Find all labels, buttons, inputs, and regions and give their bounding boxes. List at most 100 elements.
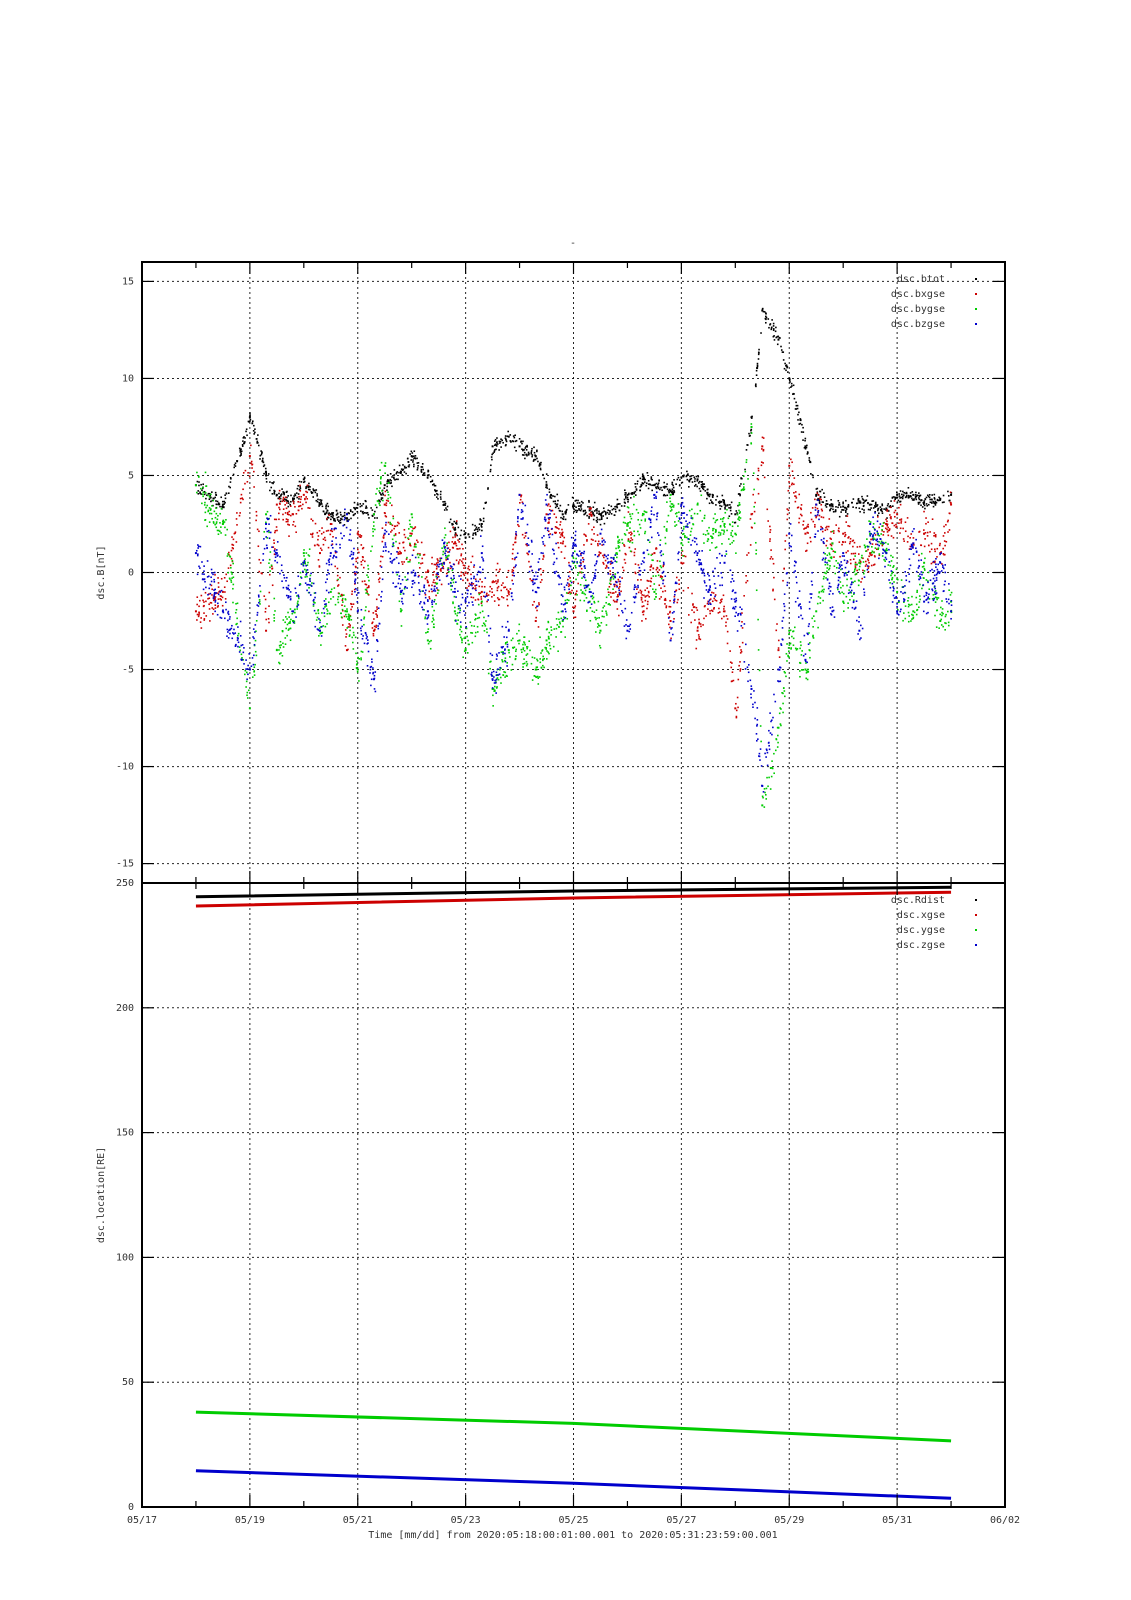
data-point — [929, 498, 931, 501]
data-point — [719, 525, 722, 527]
data-point — [709, 612, 711, 615]
data-point — [445, 554, 447, 557]
data-point — [485, 501, 487, 504]
data-point — [887, 564, 890, 566]
data-point — [592, 579, 595, 581]
data-point — [428, 640, 431, 643]
data-point — [820, 498, 822, 501]
data-point — [722, 594, 725, 597]
data-point — [617, 503, 620, 505]
data-point — [614, 583, 616, 586]
data-point — [688, 479, 691, 482]
data-point — [920, 544, 922, 546]
data-point — [563, 536, 566, 539]
data-point — [357, 591, 360, 594]
data-point — [228, 629, 230, 632]
data-point — [413, 450, 416, 453]
data-point — [365, 507, 368, 509]
data-point — [737, 525, 739, 527]
data-point — [305, 501, 307, 504]
data-point — [607, 561, 610, 563]
data-point — [686, 525, 689, 527]
data-point — [814, 536, 817, 538]
data-point — [743, 488, 746, 491]
data-point — [863, 511, 865, 514]
data-point — [447, 555, 449, 557]
data-point — [397, 553, 400, 555]
data-point — [936, 568, 939, 571]
data-point — [374, 628, 376, 631]
data-point — [543, 477, 546, 480]
data-point — [479, 519, 482, 522]
data-point — [425, 589, 427, 592]
data-point — [714, 547, 717, 549]
data-point — [492, 670, 495, 673]
data-point — [762, 437, 765, 439]
data-point — [671, 503, 674, 505]
data-point — [819, 597, 822, 599]
data-point — [208, 492, 211, 495]
data-point — [219, 522, 221, 524]
data-point — [947, 519, 949, 522]
data-point — [683, 474, 685, 477]
data-point — [780, 708, 782, 710]
data-point — [307, 554, 310, 556]
data-point — [947, 598, 950, 601]
data-point — [283, 492, 285, 495]
data-point — [641, 605, 644, 608]
data-point — [373, 688, 376, 690]
data-point — [298, 480, 301, 483]
data-point — [657, 487, 660, 490]
data-point — [592, 512, 594, 515]
data-point — [487, 672, 490, 675]
data-point — [302, 552, 305, 555]
data-point — [455, 533, 457, 536]
data-point — [656, 566, 658, 569]
data-point — [889, 564, 892, 567]
data-point — [881, 510, 883, 513]
data-point — [739, 670, 742, 672]
data-point — [915, 498, 918, 501]
data-point — [474, 635, 477, 638]
data-point — [211, 588, 213, 591]
data-point — [683, 536, 686, 538]
data-point — [912, 542, 915, 545]
data-point — [682, 589, 685, 592]
data-point — [727, 538, 730, 540]
data-point — [349, 509, 352, 511]
data-point — [341, 597, 344, 600]
data-point — [274, 559, 276, 562]
data-point — [531, 604, 534, 606]
data-point — [378, 499, 381, 502]
data-point — [200, 594, 203, 597]
data-point — [769, 323, 771, 326]
data-point — [513, 646, 516, 649]
data-point — [461, 641, 463, 644]
data-point — [205, 485, 208, 487]
data-point — [717, 534, 720, 537]
data-point — [273, 549, 276, 552]
data-point — [385, 515, 388, 518]
data-point — [725, 621, 727, 624]
data-point — [785, 369, 787, 372]
data-point — [274, 548, 276, 550]
data-point — [670, 491, 673, 494]
data-point — [527, 454, 530, 456]
data-point — [807, 670, 810, 673]
data-point — [893, 496, 895, 498]
data-point — [734, 532, 737, 535]
data-point — [603, 556, 605, 559]
data-point — [909, 604, 911, 606]
data-point — [371, 509, 374, 511]
data-point — [445, 575, 448, 578]
data-point — [203, 618, 206, 620]
data-point — [336, 579, 339, 582]
data-point — [678, 583, 680, 586]
data-point — [348, 616, 350, 619]
data-point — [356, 556, 359, 559]
data-point — [562, 513, 564, 516]
data-point — [401, 474, 404, 476]
data-point — [481, 610, 484, 613]
data-point — [868, 520, 870, 522]
data-point — [905, 579, 908, 582]
